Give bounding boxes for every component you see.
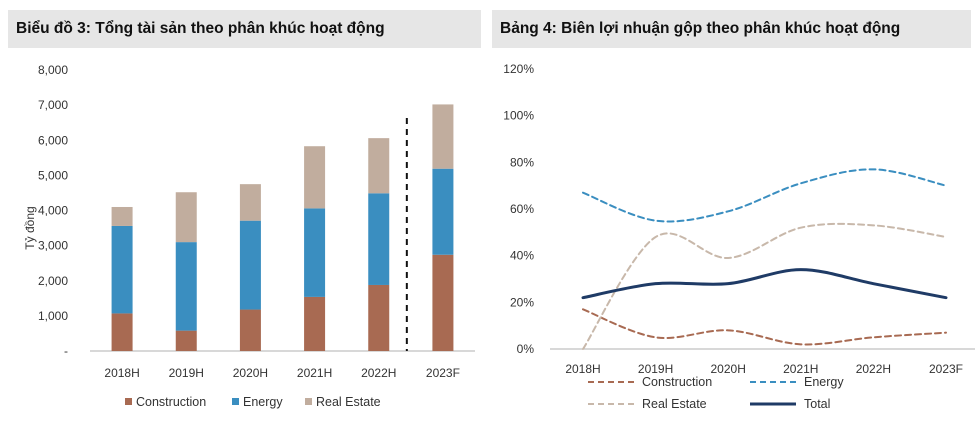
y-tick-label: 3,000 xyxy=(38,239,68,253)
x-tick-label: 2020H xyxy=(233,366,268,380)
bar-real-estate-2022h xyxy=(368,138,390,194)
x-tick-label: 2021H xyxy=(297,366,332,380)
bar-real-estate-2019h xyxy=(175,192,197,243)
y-tick-label: 2,000 xyxy=(38,274,68,288)
y-tick-label: 120% xyxy=(503,62,534,76)
legend-label: Construction xyxy=(136,395,206,409)
bar-construction-2023f xyxy=(432,254,454,351)
x-tick-label: 2020H xyxy=(711,362,746,376)
y-tick-label: - xyxy=(64,344,68,358)
bar-energy-2020h xyxy=(239,220,261,310)
y-tick-label: 1,000 xyxy=(38,309,68,323)
y-tick-label: 8,000 xyxy=(38,63,68,77)
line-real-estate xyxy=(582,222,947,350)
y-tick-label: 20% xyxy=(510,295,534,309)
left-chart-title: Biểu đồ 3: Tổng tài sản theo phân khúc h… xyxy=(8,10,481,48)
left-chart-panel: Biểu đồ 3: Tổng tài sản theo phân khúc h… xyxy=(8,10,481,409)
line-construction xyxy=(582,308,947,346)
x-tick-label: 2018H xyxy=(565,362,600,376)
y-tick-label: 5,000 xyxy=(38,168,68,182)
x-tick-label: 2021H xyxy=(783,362,818,376)
y-axis-label: Tỷ đồng xyxy=(23,206,37,249)
bar-energy-2022h xyxy=(368,193,390,285)
y-tick-label: 4,000 xyxy=(38,204,68,218)
legend-swatch xyxy=(125,398,132,405)
y-tick-label: 60% xyxy=(510,202,534,216)
bar-energy-2018h xyxy=(111,225,133,314)
bar-real-estate-2018h xyxy=(111,206,133,226)
legend-label: Real Estate xyxy=(316,395,381,409)
legend-label: Construction xyxy=(642,375,712,389)
y-tick-label: 40% xyxy=(510,249,534,263)
y-tick-label: 80% xyxy=(510,155,534,169)
x-tick-label: 2019H xyxy=(169,366,204,380)
right-chart-title: Bảng 4: Biên lợi nhuận gộp theo phân khú… xyxy=(492,10,971,48)
y-tick-label: 6,000 xyxy=(38,133,68,147)
x-tick-label: 2018H xyxy=(104,366,139,380)
line-total xyxy=(581,268,948,300)
bar-real-estate-2020h xyxy=(239,184,261,221)
y-tick-label: 0% xyxy=(517,342,535,356)
x-tick-label: 2019H xyxy=(638,362,673,376)
bar-energy-2019h xyxy=(175,242,197,331)
bar-construction-2022h xyxy=(368,284,390,351)
right-chart-svg: 0% 20% 40% 60% 80% 100% 120% 2018H 2019H 2020H 202… xyxy=(503,62,975,411)
bar-real-estate-2023f xyxy=(432,104,454,169)
legend-label: Total xyxy=(804,397,830,411)
left-chart-svg: - 1,000 2,000 3,000 4,000 5,000 6,000 7,000 8,00… xyxy=(23,63,475,409)
bar-construction-2021h xyxy=(304,296,326,351)
x-tick-label: 2022H xyxy=(361,366,396,380)
legend-label: Energy xyxy=(243,395,283,409)
right-chart-panel: Bảng 4: Biên lợi nhuận gộp theo phân khú… xyxy=(490,0,979,425)
bar-energy-2023f xyxy=(432,168,454,255)
legend-swatch xyxy=(232,398,239,405)
bar-energy-2021h xyxy=(304,208,326,297)
x-tick-label: 2023F xyxy=(929,362,963,376)
bar-construction-2019h xyxy=(175,330,197,351)
y-tick-label: 100% xyxy=(503,109,534,123)
line-energy xyxy=(582,168,947,223)
x-tick-label: 2023F xyxy=(426,366,460,380)
bar-construction-2018h xyxy=(111,313,133,351)
y-tick-label: 7,000 xyxy=(38,98,68,112)
x-tick-label: 2022H xyxy=(856,362,891,376)
bar-real-estate-2021h xyxy=(304,146,326,209)
bar-construction-2020h xyxy=(239,309,261,351)
legend-label: Real Estate xyxy=(642,397,707,411)
legend-label: Energy xyxy=(804,375,844,389)
legend-swatch xyxy=(305,398,312,405)
